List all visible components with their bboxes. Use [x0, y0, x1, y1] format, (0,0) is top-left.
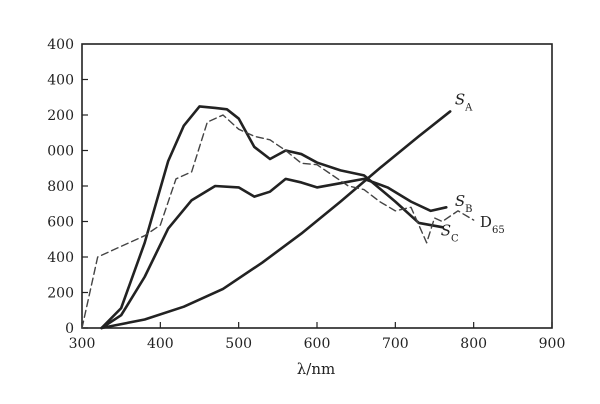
y-tick-label: 000 [47, 144, 74, 160]
series-line-s-a [100, 110, 452, 330]
x-axis-ticks: 300 400 500 600 700 800 900 [69, 322, 566, 352]
x-tick-label: 500 [225, 336, 252, 352]
x-tick-label: 400 [147, 336, 174, 352]
series-line-s-b [100, 177, 448, 330]
y-tick-label: 400 [47, 73, 74, 89]
series-label-sub: B [465, 203, 472, 214]
y-tick-label: 200 [47, 286, 74, 302]
series-line-s-c [100, 105, 444, 330]
x-tick-label: 900 [539, 336, 566, 352]
x-tick-label: 300 [69, 336, 96, 352]
series-label-s-a: SA [455, 90, 473, 113]
series-label-d65: D65 [480, 213, 505, 236]
series-label-main: S [455, 90, 465, 108]
x-tick-label: 700 [382, 336, 409, 352]
x-axis-title: λ/nm [297, 360, 335, 378]
series-label-main: D [480, 213, 492, 231]
series-label-sub: C [451, 233, 459, 244]
x-tick-label: 600 [304, 336, 331, 352]
y-tick-label: 400 [47, 37, 74, 53]
y-tick-label: 200 [47, 108, 74, 124]
series-label-sub: 65 [492, 225, 505, 236]
series-label-main: S [441, 222, 451, 240]
series-layer [81, 105, 475, 330]
y-tick-label: 800 [47, 179, 74, 195]
y-axis-ticks: 0 200 400 600 800 000 200 400 400 [47, 37, 88, 337]
y-tick-label: 0 [65, 321, 74, 337]
series-label-sub: A [464, 102, 473, 113]
plot-frame [81, 43, 553, 329]
y-tick-label: 600 [47, 215, 74, 231]
y-tick-label: 400 [47, 250, 74, 266]
series-line-d65 [81, 114, 475, 329]
series-label-s-b: SB [455, 192, 473, 215]
x-tick-label: 800 [460, 336, 487, 352]
series-label-s-c: SC [441, 222, 459, 245]
series-label-main: S [455, 192, 465, 210]
